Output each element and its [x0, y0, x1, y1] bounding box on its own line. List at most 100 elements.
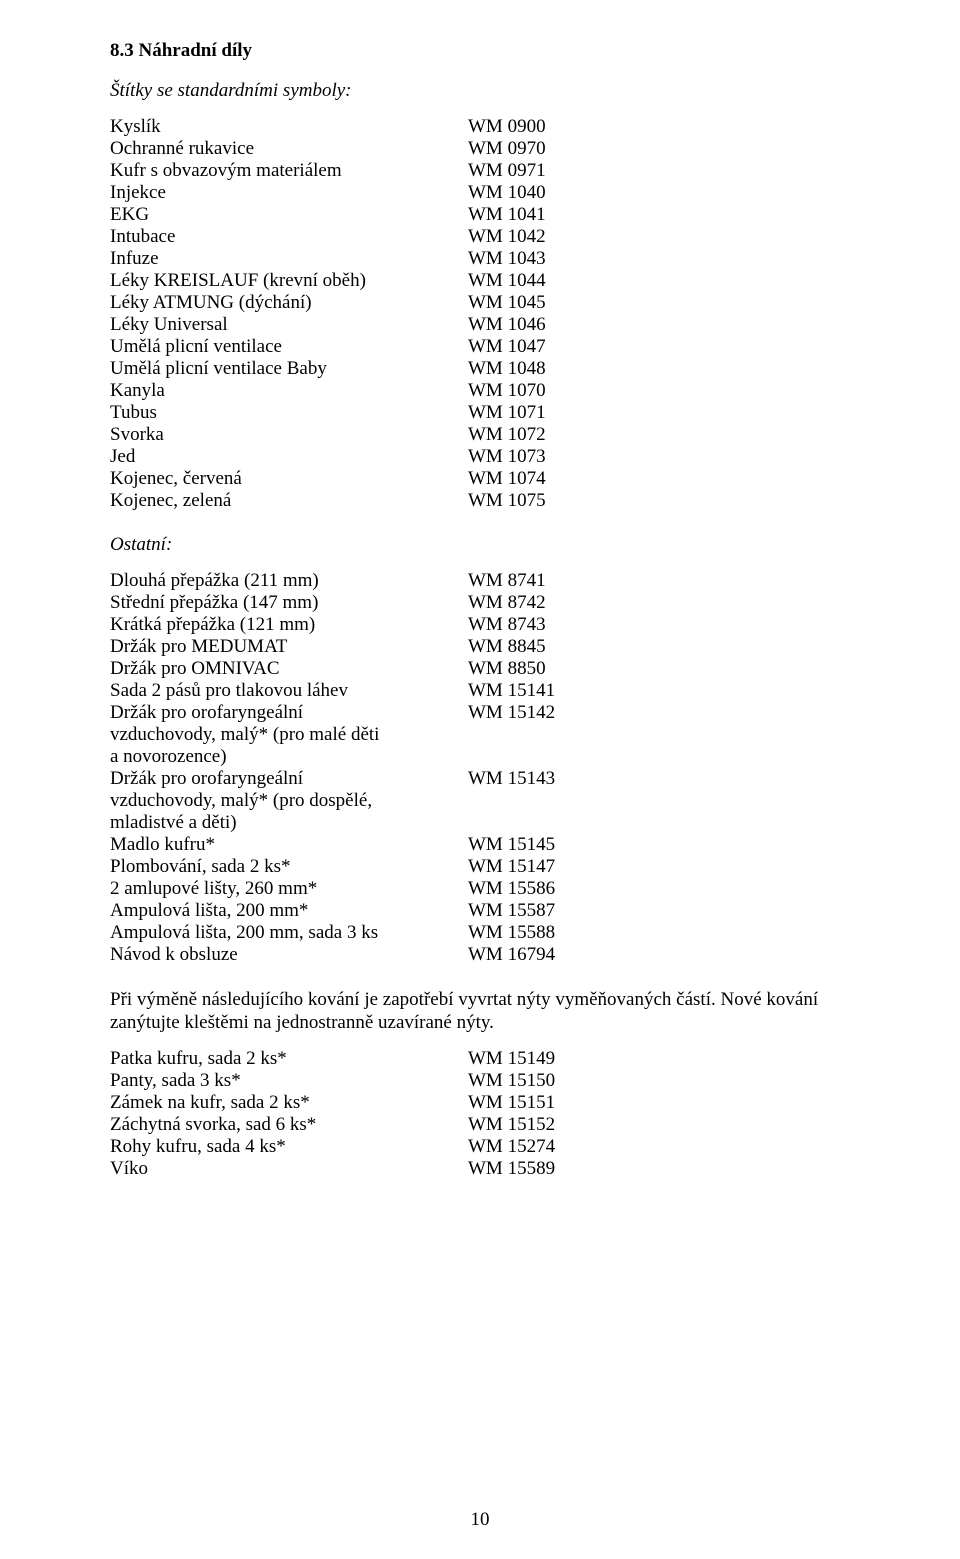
list-item: Dlouhá přepážka (211 mm)WM 8741 — [110, 570, 850, 592]
item-label: Panty, sada 3 ks* — [110, 1070, 468, 1092]
list-item: Držák pro MEDUMATWM 8845 — [110, 636, 850, 658]
list-item: Ampulová lišta, 200 mm, sada 3 ksWM 1558… — [110, 922, 850, 944]
list-item: Krátká přepážka (121 mm)WM 8743 — [110, 614, 850, 636]
item-label: Záchytná svorka, sad 6 ks* — [110, 1114, 468, 1136]
item-label: Sada 2 pásů pro tlakovou láhev — [110, 680, 468, 702]
item-label: Madlo kufru* — [110, 834, 468, 856]
item-label: Ampulová lišta, 200 mm* — [110, 900, 468, 922]
list-item: Držák pro OMNIVACWM 8850 — [110, 658, 850, 680]
item-label: EKG — [110, 204, 468, 226]
item-label: Kojenec, zelená — [110, 490, 468, 512]
item-value: WM 1042 — [468, 226, 546, 248]
item-label: Kufr s obvazovým materiálem — [110, 160, 468, 182]
item-value: WM 15143 — [468, 768, 555, 834]
list-item: Léky UniversalWM 1046 — [110, 314, 850, 336]
list-item: Plombování, sada 2 ks*WM 15147 — [110, 856, 850, 878]
list-item: Kufr s obvazovým materiálemWM 0971 — [110, 160, 850, 182]
item-label: Dlouhá přepážka (211 mm) — [110, 570, 468, 592]
item-value: WM 1044 — [468, 270, 546, 292]
item-value: WM 15587 — [468, 900, 555, 922]
list-item: Záchytná svorka, sad 6 ks*WM 15152 — [110, 1114, 850, 1136]
list-item: Držák pro orofaryngeální vzduchovody, ma… — [110, 702, 850, 768]
section-heading: 8.3 Náhradní díly — [110, 40, 850, 62]
list-item: Ochranné rukaviceWM 0970 — [110, 138, 850, 160]
item-value: WM 15145 — [468, 834, 555, 856]
item-value: WM 0970 — [468, 138, 546, 160]
item-label: Rohy kufru, sada 4 ks* — [110, 1136, 468, 1158]
item-label: Kojenec, červená — [110, 468, 468, 490]
item-value: WM 1046 — [468, 314, 546, 336]
item-value: WM 8743 — [468, 614, 546, 636]
item-label: Léky Universal — [110, 314, 468, 336]
item-value: WM 8741 — [468, 570, 546, 592]
item-value: WM 15274 — [468, 1136, 555, 1158]
item-label: Kyslík — [110, 116, 468, 138]
list-item: Umělá plicní ventilace BabyWM 1048 — [110, 358, 850, 380]
item-value: WM 15586 — [468, 878, 555, 900]
item-value: WM 1045 — [468, 292, 546, 314]
item-value: WM 8845 — [468, 636, 546, 658]
item-value: WM 0900 — [468, 116, 546, 138]
symbols-list: KyslíkWM 0900Ochranné rukaviceWM 0970Kuf… — [110, 116, 850, 512]
others-list: Dlouhá přepážka (211 mm)WM 8741Střední p… — [110, 570, 850, 966]
item-value: WM 16794 — [468, 944, 555, 966]
item-value: WM 1075 — [468, 490, 546, 512]
item-value: WM 8742 — [468, 592, 546, 614]
item-label: Střední přepážka (147 mm) — [110, 592, 468, 614]
list-item: InjekceWM 1040 — [110, 182, 850, 204]
item-label: Zámek na kufr, sada 2 ks* — [110, 1092, 468, 1114]
item-label: Tubus — [110, 402, 468, 424]
item-value: WM 1074 — [468, 468, 546, 490]
item-label: Léky KREISLAUF (krevní oběh) — [110, 270, 468, 292]
list-item: TubusWM 1071 — [110, 402, 850, 424]
item-label: Infuze — [110, 248, 468, 270]
list-item: Zámek na kufr, sada 2 ks*WM 15151 — [110, 1092, 850, 1114]
item-value: WM 1043 — [468, 248, 546, 270]
item-value: WM 1070 — [468, 380, 546, 402]
list-item: IntubaceWM 1042 — [110, 226, 850, 248]
list-item: KanylaWM 1070 — [110, 380, 850, 402]
item-value: WM 15150 — [468, 1070, 555, 1092]
list-item: 2 amlupové lišty, 260 mm*WM 15586 — [110, 878, 850, 900]
item-label: Plombování, sada 2 ks* — [110, 856, 468, 878]
item-label: Víko — [110, 1158, 468, 1180]
item-value: WM 1072 — [468, 424, 546, 446]
hardware-paragraph: Při výměně následujícího kování je zapot… — [110, 988, 850, 1034]
item-value: WM 1071 — [468, 402, 546, 424]
item-label: Injekce — [110, 182, 468, 204]
item-label: Svorka — [110, 424, 468, 446]
list-item: Léky KREISLAUF (krevní oběh)WM 1044 — [110, 270, 850, 292]
hardware-list: Patka kufru, sada 2 ks*WM 15149Panty, sa… — [110, 1048, 850, 1180]
list-item: Ampulová lišta, 200 mm*WM 15587 — [110, 900, 850, 922]
item-value: WM 1040 — [468, 182, 546, 204]
list-item: EKGWM 1041 — [110, 204, 850, 226]
list-item: Léky ATMUNG (dýchání)WM 1045 — [110, 292, 850, 314]
item-label: Ochranné rukavice — [110, 138, 468, 160]
item-label: Léky ATMUNG (dýchání) — [110, 292, 468, 314]
list-item: Patka kufru, sada 2 ks*WM 15149 — [110, 1048, 850, 1070]
list-item: Madlo kufru*WM 15145 — [110, 834, 850, 856]
item-value: WM 8850 — [468, 658, 546, 680]
item-value: WM 15152 — [468, 1114, 555, 1136]
item-label: Patka kufru, sada 2 ks* — [110, 1048, 468, 1070]
page-number: 10 — [0, 1509, 960, 1531]
item-value: WM 15151 — [468, 1092, 555, 1114]
item-value: WM 15141 — [468, 680, 555, 702]
item-value: WM 0971 — [468, 160, 546, 182]
item-label: Držák pro MEDUMAT — [110, 636, 468, 658]
list-item: Návod k obsluzeWM 16794 — [110, 944, 850, 966]
subheading-symbols: Štítky se standardními symboly: — [110, 80, 850, 102]
list-item: Držák pro orofaryngeální vzduchovody, ma… — [110, 768, 850, 834]
list-item: Sada 2 pásů pro tlakovou láhevWM 15141 — [110, 680, 850, 702]
item-label: Umělá plicní ventilace — [110, 336, 468, 358]
list-item: Umělá plicní ventilaceWM 1047 — [110, 336, 850, 358]
item-label: Jed — [110, 446, 468, 468]
item-value: WM 1047 — [468, 336, 546, 358]
item-label: Držák pro orofaryngeální vzduchovody, ma… — [110, 768, 468, 834]
item-label: Kanyla — [110, 380, 468, 402]
item-label: Intubace — [110, 226, 468, 248]
item-value: WM 15149 — [468, 1048, 555, 1070]
item-label: 2 amlupové lišty, 260 mm* — [110, 878, 468, 900]
item-value: WM 1073 — [468, 446, 546, 468]
item-label: Umělá plicní ventilace Baby — [110, 358, 468, 380]
